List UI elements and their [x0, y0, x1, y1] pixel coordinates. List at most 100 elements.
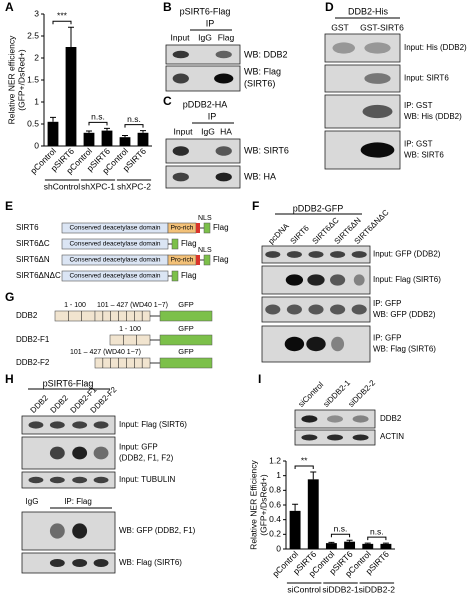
panel-letter: F [252, 199, 259, 213]
blot [21, 415, 116, 435]
gfp-box [159, 357, 213, 369]
y-tick-label: 2 [34, 52, 39, 62]
label: Input [171, 32, 191, 42]
group-label: siControl [287, 584, 321, 594]
label: 1 - 100 [119, 326, 141, 333]
bar [325, 543, 337, 549]
blot-band [285, 274, 304, 286]
label: DDB2 [29, 393, 51, 415]
y-tick-label: 0.6 [269, 499, 281, 509]
error-bar [310, 471, 317, 480]
blot-label: Input: GFP (DDB2) [373, 250, 441, 259]
significance-bracket [124, 124, 144, 128]
region-box [94, 310, 151, 322]
tag-box [171, 238, 179, 250]
blot-label: ACTIN [380, 432, 404, 441]
blot-band [360, 142, 395, 158]
label: Flag [181, 271, 197, 280]
bar [119, 137, 131, 146]
label: Input [174, 126, 194, 136]
blot [21, 552, 116, 574]
label: Conserved deacetylase domain [69, 225, 160, 232]
blot-band [49, 446, 65, 460]
error-bar [346, 539, 353, 542]
label: SIRT6 [289, 223, 312, 246]
label: HA [220, 126, 232, 136]
blot-label: Input: Flag (SIRT6) [119, 420, 187, 429]
blot-band [49, 421, 65, 429]
blot-label: WB: SIRT6 [404, 151, 444, 160]
label: GFP [178, 300, 193, 309]
blot-label: (DDB2, F1, F2) [119, 454, 174, 463]
y-tick-label: 0.4 [269, 514, 281, 524]
blot-label: Input: Flag (SIRT6) [373, 275, 441, 284]
bar [362, 543, 374, 549]
error-bar [382, 542, 389, 544]
label: GST [331, 22, 348, 32]
blot-band [330, 251, 346, 258]
blot-band [284, 336, 305, 352]
y-tick-label: 0 [34, 140, 39, 150]
blot-label: IP: GST [404, 140, 433, 149]
y-tick-label: 2.5 [27, 30, 39, 40]
label: SIRT6ΔNΔC [353, 208, 391, 246]
blot-band [327, 415, 343, 423]
tag-box [203, 254, 211, 266]
y-tick-label: 3 [34, 8, 39, 18]
label: DDB2-F2 [16, 358, 50, 367]
annotation: n.s. [334, 523, 348, 533]
error-bar [50, 116, 56, 122]
panel-letter: B [163, 0, 172, 14]
blot-band [301, 434, 318, 441]
significance-bracket [88, 121, 108, 126]
blot-band [215, 146, 232, 156]
blot-label: IP: GFP [373, 334, 401, 343]
bar [380, 543, 392, 549]
blot-band [352, 415, 369, 423]
label: siControl [297, 380, 326, 409]
label: SIRT6ΔN [16, 255, 50, 264]
blot-band [93, 476, 109, 484]
panel-title: pSIRT6-Flag [180, 6, 231, 16]
blot-band [306, 336, 326, 352]
blot-label: WB: His (DDB2) [404, 112, 462, 121]
blot [324, 64, 401, 93]
label: Flag [213, 223, 229, 232]
error-bar [140, 130, 146, 133]
region-box [94, 357, 151, 369]
label: SIRT6 [16, 223, 39, 232]
blot-label: WB: SIRT6 [244, 145, 289, 155]
region-box [109, 334, 151, 346]
label: IgG [201, 126, 215, 136]
gfp-box [159, 310, 213, 322]
blot-band [72, 559, 88, 567]
annotation: ** [301, 455, 308, 465]
panel-letter: D [325, 0, 334, 14]
blot-band [265, 251, 281, 258]
blot-label: WB: GFP (DDB2) [373, 310, 436, 319]
blot-label: WB: Flag (SIRT6) [119, 558, 182, 567]
label: 101 – 427 (WD40 1~7) [97, 302, 168, 309]
label: Conserved deacetylase domain [69, 273, 160, 280]
label: Flag [213, 255, 229, 264]
blot-band [307, 274, 325, 286]
blot-label: IP: GFP [373, 299, 401, 308]
blot-band [308, 304, 324, 315]
tag-box [203, 222, 211, 234]
blot-band [72, 446, 88, 460]
blot-band [172, 73, 189, 84]
label: 1 - 100 [64, 302, 86, 309]
significance-bracket [52, 20, 72, 25]
group-label: shXPC-1 [81, 181, 115, 191]
blot-label: WB: Flag (SIRT6) [373, 345, 436, 354]
group-label: siDDB2-2 [359, 584, 396, 594]
label: IP [206, 18, 215, 28]
y-tick-label: 1 [276, 470, 281, 480]
error-bar [86, 130, 92, 133]
y-tick-label: 0.5 [27, 118, 39, 128]
blot [324, 33, 401, 63]
blot-label: Input: SIRT6 [404, 74, 449, 83]
